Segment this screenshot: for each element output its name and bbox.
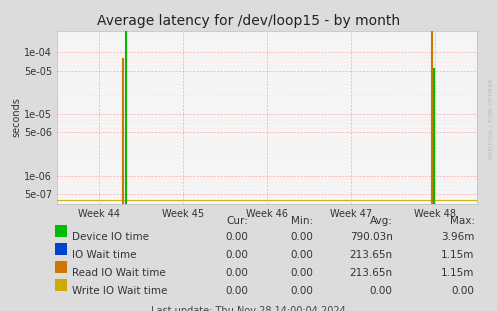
Text: 0.00: 0.00 [290, 250, 313, 260]
Text: 0.00: 0.00 [226, 286, 248, 296]
Text: Avg:: Avg: [370, 216, 393, 226]
Text: 0.00: 0.00 [226, 268, 248, 278]
Text: 0.00: 0.00 [226, 232, 248, 242]
Text: 790.03n: 790.03n [350, 232, 393, 242]
Text: 0.00: 0.00 [370, 286, 393, 296]
Text: Average latency for /dev/loop15 - by month: Average latency for /dev/loop15 - by mon… [97, 14, 400, 28]
Text: Max:: Max: [450, 216, 475, 226]
Text: 0.00: 0.00 [290, 286, 313, 296]
Text: Device IO time: Device IO time [72, 232, 149, 242]
Text: 213.65n: 213.65n [349, 250, 393, 260]
Y-axis label: seconds: seconds [11, 97, 21, 137]
Text: 0.00: 0.00 [452, 286, 475, 296]
Text: 0.00: 0.00 [290, 232, 313, 242]
Text: Min:: Min: [291, 216, 313, 226]
Text: 1.15m: 1.15m [441, 250, 475, 260]
Text: 213.65n: 213.65n [349, 268, 393, 278]
Text: Last update: Thu Nov 28 14:00:04 2024: Last update: Thu Nov 28 14:00:04 2024 [151, 306, 346, 311]
Text: Read IO Wait time: Read IO Wait time [72, 268, 166, 278]
Text: 3.96m: 3.96m [441, 232, 475, 242]
Text: 1.15m: 1.15m [441, 268, 475, 278]
Text: 0.00: 0.00 [226, 250, 248, 260]
Text: IO Wait time: IO Wait time [72, 250, 137, 260]
Text: RRDTOOL / TOBI OETIKER: RRDTOOL / TOBI OETIKER [489, 78, 494, 159]
Text: 0.00: 0.00 [290, 268, 313, 278]
Text: Write IO Wait time: Write IO Wait time [72, 286, 167, 296]
Text: Cur:: Cur: [227, 216, 248, 226]
